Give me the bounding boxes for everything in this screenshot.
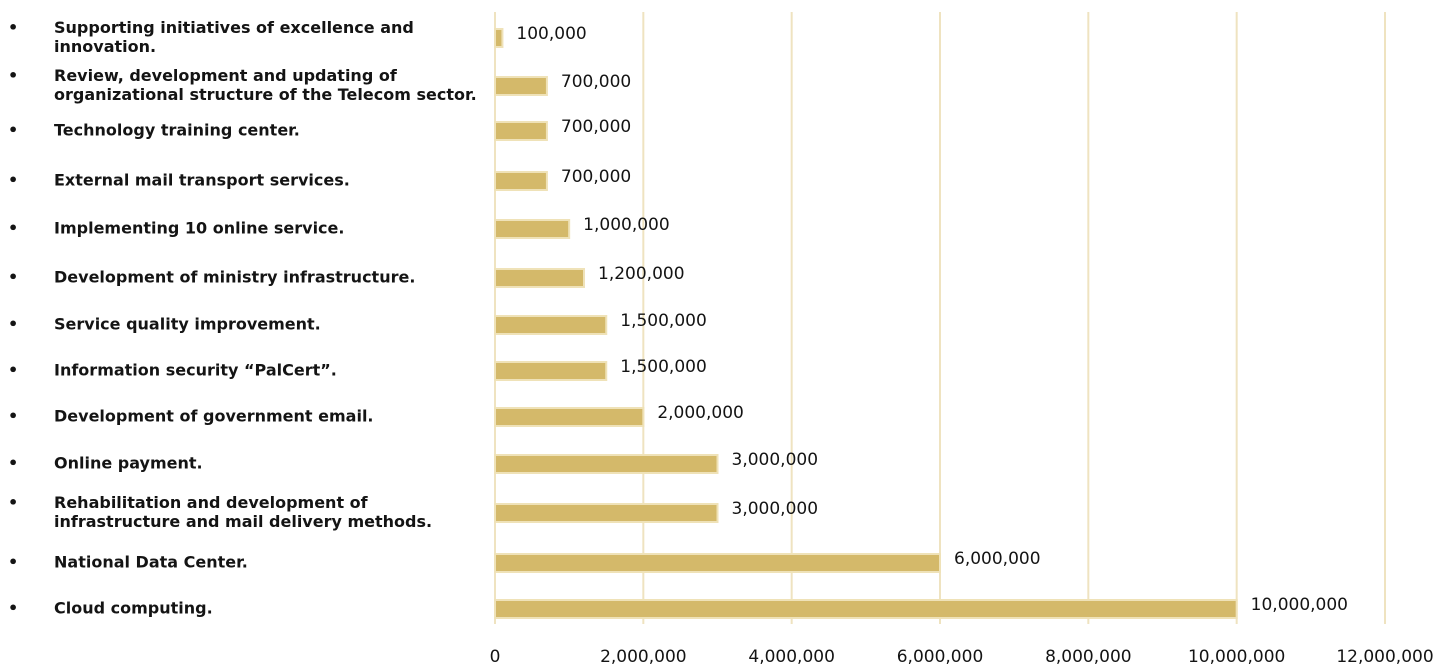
- bar: [494, 407, 645, 427]
- x-tick-label: 0: [490, 647, 501, 664]
- bar: [494, 503, 719, 523]
- bullet-icon: •: [8, 454, 18, 473]
- data-label: 3,000,000: [732, 499, 819, 519]
- bullet-icon: •: [8, 315, 18, 334]
- bar: [494, 121, 548, 141]
- bullet-icon: •: [8, 361, 18, 380]
- category-label: External mail transport services.: [54, 171, 350, 190]
- x-tick-label: 10,000,000: [1188, 647, 1285, 664]
- bar: [494, 28, 504, 48]
- data-label: 1,200,000: [598, 264, 685, 284]
- category-label: Development of government email.: [54, 407, 374, 426]
- bullet-icon: •: [8, 268, 18, 287]
- category-label: Rehabilitation and development of: [54, 493, 369, 512]
- data-label: 700,000: [561, 167, 631, 187]
- data-labels: 100,000 700,000 700,000 700,000 1,000,000 1,2…: [516, 24, 1348, 615]
- data-label: 6,000,000: [954, 549, 1041, 569]
- bullet-icon: •: [8, 171, 18, 190]
- bar: [494, 361, 608, 381]
- data-label: 100,000: [516, 24, 586, 44]
- bullet-icon: •: [8, 121, 18, 140]
- category-label: Information security “PalCert”.: [54, 361, 337, 380]
- bullet-icon: •: [8, 493, 18, 512]
- category-label: Online payment.: [54, 454, 203, 473]
- bullet-icon: •: [8, 18, 18, 37]
- bar: [494, 553, 941, 573]
- data-label: 700,000: [561, 117, 631, 137]
- bar: [494, 171, 548, 191]
- category-labels: • Supporting initiatives of excellence an…: [8, 18, 477, 618]
- bullet-icon: •: [8, 407, 18, 426]
- data-label: 10,000,000: [1251, 595, 1348, 615]
- bullet-icon: •: [8, 553, 18, 572]
- data-label: 1,500,000: [620, 311, 707, 331]
- category-label: Development of ministry infrastructure.: [54, 268, 415, 287]
- bullet-icon: •: [8, 219, 18, 238]
- data-label: 2,000,000: [657, 403, 744, 423]
- x-axis-ticks: 0 2,000,000 4,000,000 6,000,000 8,000,000 10,…: [490, 647, 1434, 664]
- category-label: innovation.: [54, 37, 156, 56]
- category-label: organizational structure of the Telecom …: [54, 85, 477, 104]
- category-label: infrastructure and mail delivery methods…: [54, 512, 432, 531]
- category-label: Service quality improvement.: [54, 315, 321, 334]
- data-label: 1,500,000: [620, 357, 707, 377]
- x-tick-label: 4,000,000: [748, 647, 835, 664]
- bullet-icon: •: [8, 599, 18, 618]
- category-label: National Data Center.: [54, 553, 248, 572]
- bar: [494, 315, 608, 335]
- data-label: 3,000,000: [732, 450, 819, 470]
- x-tick-label: 12,000,000: [1336, 647, 1433, 664]
- x-tick-label: 6,000,000: [897, 647, 984, 664]
- bar: [494, 76, 548, 96]
- category-label: Review, development and updating of: [54, 66, 398, 85]
- data-label: 700,000: [561, 72, 631, 92]
- bar: [494, 219, 571, 239]
- category-label: Implementing 10 online service.: [54, 219, 344, 238]
- x-tick-label: 8,000,000: [1045, 647, 1132, 664]
- x-tick-label: 2,000,000: [600, 647, 687, 664]
- category-label: Cloud computing.: [54, 599, 213, 618]
- category-label: Supporting initiatives of excellence and: [54, 18, 414, 37]
- bar: [494, 268, 585, 288]
- data-label: 1,000,000: [583, 215, 670, 235]
- category-label: Technology training center.: [54, 121, 300, 140]
- bars: [494, 28, 1238, 619]
- bar: [494, 454, 719, 474]
- grid-lines: [494, 12, 1386, 624]
- bullet-icon: •: [8, 66, 18, 85]
- bar: [494, 599, 1238, 619]
